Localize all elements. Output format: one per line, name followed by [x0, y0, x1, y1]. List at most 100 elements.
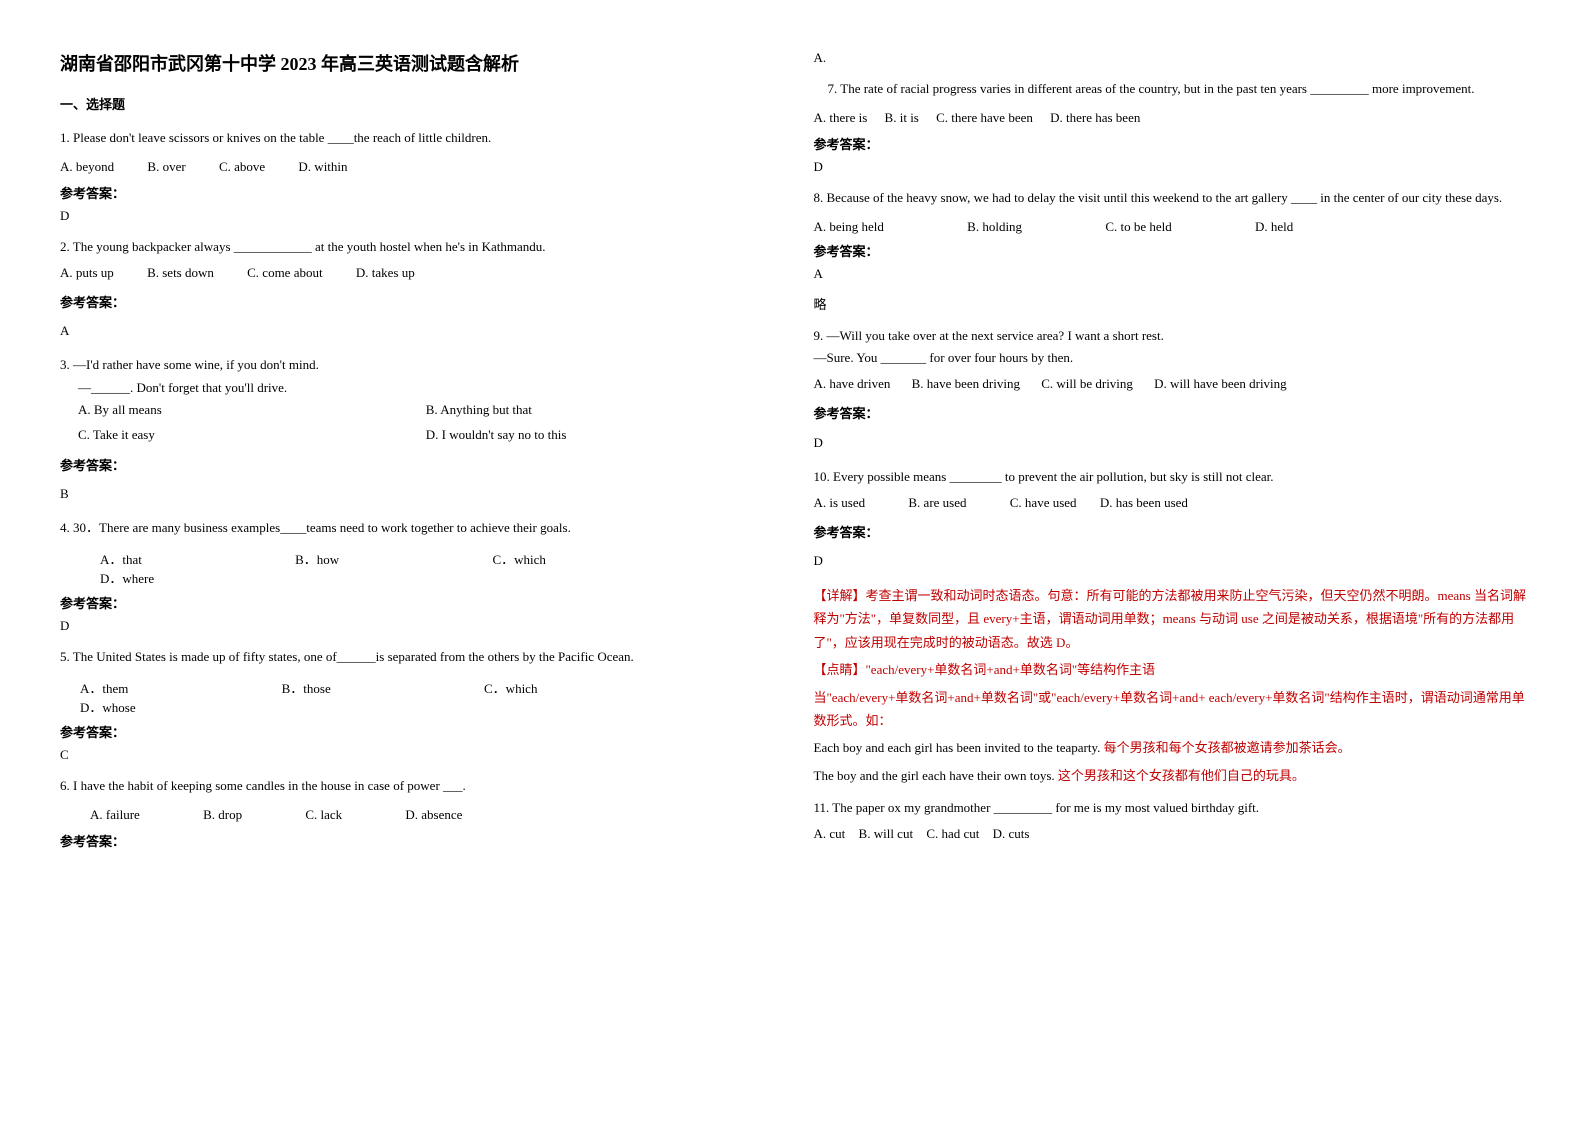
- option-c: C. to be held: [1105, 219, 1171, 235]
- option-b: B. sets down: [147, 262, 214, 284]
- option-d: D. within: [298, 159, 347, 175]
- question-5: 5. The United States is made up of fifty…: [60, 646, 774, 668]
- question-4-options: A．that B．how C．which D．where: [60, 549, 774, 587]
- example-en: The boy and the girl each have their own…: [814, 768, 1058, 783]
- option-b: B．those: [282, 678, 331, 697]
- option-c: C. come about: [247, 262, 322, 284]
- option-d: D．whose: [80, 697, 136, 716]
- section-header: 一、选择题: [60, 94, 774, 113]
- option-d: D. I wouldn't say no to this: [426, 424, 774, 446]
- question-text: 2. The young backpacker always _________…: [60, 236, 774, 258]
- option-c: C．which: [484, 678, 537, 697]
- answer-note: 略: [814, 294, 1528, 313]
- option-a: A. there is: [814, 110, 868, 126]
- question-2-options: A. puts up B. sets down C. come about D.…: [60, 262, 774, 284]
- question-line1: 9. —Will you take over at the next servi…: [814, 325, 1528, 347]
- option-a: A. puts up: [60, 262, 114, 284]
- answer-label: 参考答案：: [60, 593, 774, 612]
- question-text: 4. 30．There are many business examples__…: [60, 517, 774, 539]
- answer-label: 参考答案：: [814, 403, 1528, 425]
- question-text: 6. I have the habit of keeping some cand…: [60, 775, 774, 797]
- explanation-example1: Each boy and each girl has been invited …: [814, 736, 1528, 759]
- option-c: C. lack: [305, 807, 342, 823]
- option-c: C. have used: [1010, 492, 1077, 514]
- option-c: C. had cut: [926, 823, 979, 845]
- option-d: D. held: [1255, 219, 1293, 235]
- question-1-options: A. beyond B. over C. above D. within: [60, 159, 774, 175]
- question-11-options: A. cut B. will cut C. had cut D. cuts: [814, 823, 1528, 845]
- option-b: B. it is: [885, 110, 919, 126]
- option-a: A．that: [100, 549, 142, 568]
- option-c: C. there have been: [936, 110, 1033, 126]
- explanation-example2: The boy and the girl each have their own…: [814, 764, 1528, 787]
- question-text: 1. Please don't leave scissors or knives…: [60, 127, 774, 149]
- question-7-options: A. there is B. it is C. there have been …: [814, 110, 1528, 126]
- option-a: A. have driven: [814, 373, 891, 395]
- option-d: D. will have been driving: [1154, 373, 1287, 395]
- question-11: 11. The paper ox my grandmother ________…: [814, 797, 1528, 845]
- document-title: 湖南省邵阳市武冈第十中学 2023 年高三英语测试题含解析: [60, 50, 774, 76]
- question-text: 5. The United States is made up of fifty…: [60, 646, 774, 668]
- explanation-line: 当"each/every+单数名词+and+单数名词"或"each/every+…: [814, 686, 1528, 733]
- option-b: B. over: [147, 159, 185, 175]
- option-c: C．which: [492, 549, 545, 568]
- option-b: B. holding: [967, 219, 1022, 235]
- option-d: D. cuts: [993, 823, 1030, 845]
- option-d: D. has been used: [1100, 492, 1188, 514]
- question-10-options: A. is used B. are used C. have used D. h…: [814, 492, 1528, 514]
- question-3-options: A. By all means B. Anything but that C. …: [60, 399, 774, 449]
- example-zh: 每个男孩和每个女孩都被邀请参加茶话会。: [1104, 740, 1351, 755]
- answer-label: 参考答案：: [60, 183, 774, 202]
- question-9-options: A. have driven B. have been driving C. w…: [814, 373, 1528, 395]
- option-a: A. beyond: [60, 159, 114, 175]
- option-b: B. Anything but that: [426, 399, 774, 421]
- option-d: D. absence: [405, 807, 462, 823]
- question-text: 10. Every possible means ________ to pre…: [814, 466, 1528, 488]
- answer-value: A: [814, 266, 1528, 282]
- answer-value: D: [814, 159, 1528, 175]
- question-5-options: A．them B．those C．which D．whose: [60, 678, 774, 716]
- option-c: C. will be driving: [1041, 373, 1133, 395]
- answer-value: D: [814, 432, 1528, 454]
- answer-value: C: [60, 747, 774, 763]
- answer-value: D: [60, 618, 774, 634]
- answer-label: 参考答案：: [814, 134, 1528, 153]
- answer-label: 参考答案：: [60, 722, 774, 741]
- question-6-options: A. failure B. drop C. lack D. absence: [60, 807, 774, 823]
- question-text: 8. Because of the heavy snow, we had to …: [814, 187, 1528, 209]
- question-7: 7. The rate of racial progress varies in…: [814, 78, 1528, 100]
- question-9: 9. —Will you take over at the next servi…: [814, 325, 1528, 453]
- option-d: D. takes up: [356, 262, 415, 284]
- answer-label: 参考答案：: [60, 455, 774, 477]
- example-en: Each boy and each girl has been invited …: [814, 740, 1104, 755]
- question-1: 1. Please don't leave scissors or knives…: [60, 127, 774, 149]
- option-a: A. By all means: [78, 399, 426, 421]
- option-b: B. have been driving: [912, 373, 1020, 395]
- explanation-tip: 【点睛】"each/every+单数名词+and+单数名词"等结构作主语: [814, 658, 1528, 681]
- question-line2: —Sure. You _______ for over four hours b…: [814, 347, 1528, 369]
- answer-value: D: [60, 208, 774, 224]
- question-8-options: A. being held B. holding C. to be held D…: [814, 219, 1528, 235]
- answer-label: 参考答案：: [60, 831, 774, 850]
- question-text: 7. The rate of racial progress varies in…: [814, 78, 1528, 100]
- example-zh: 这个男孩和这个女孩都有他们自己的玩具。: [1058, 768, 1305, 783]
- answer-label: 参考答案：: [814, 522, 1528, 544]
- explanation-detail: 【详解】考查主谓一致和动词时态语态。句意：所有可能的方法都被用来防止空气污染，但…: [814, 584, 1528, 654]
- option-a: A. cut: [814, 823, 846, 845]
- question-6: 6. I have the habit of keeping some cand…: [60, 775, 774, 797]
- option-b: B. drop: [203, 807, 242, 823]
- answer-value-q6: A.: [814, 50, 1528, 66]
- answer-label: 参考答案：: [60, 292, 774, 314]
- option-a: A. being held: [814, 219, 884, 235]
- question-2: 2. The young backpacker always _________…: [60, 236, 774, 342]
- question-3: 3. —I'd rather have some wine, if you do…: [60, 354, 774, 505]
- question-line1: 3. —I'd rather have some wine, if you do…: [60, 354, 774, 376]
- option-a: A. failure: [90, 807, 140, 823]
- option-b: B．how: [295, 549, 339, 568]
- left-column: 湖南省邵阳市武冈第十中学 2023 年高三英语测试题含解析 一、选择题 1. P…: [40, 50, 794, 1072]
- option-a: A. is used: [814, 492, 866, 514]
- question-10: 10. Every possible means ________ to pre…: [814, 466, 1528, 788]
- answer-label: 参考答案：: [814, 241, 1528, 260]
- option-a: A．them: [80, 678, 128, 697]
- option-c: C. Take it easy: [78, 424, 426, 446]
